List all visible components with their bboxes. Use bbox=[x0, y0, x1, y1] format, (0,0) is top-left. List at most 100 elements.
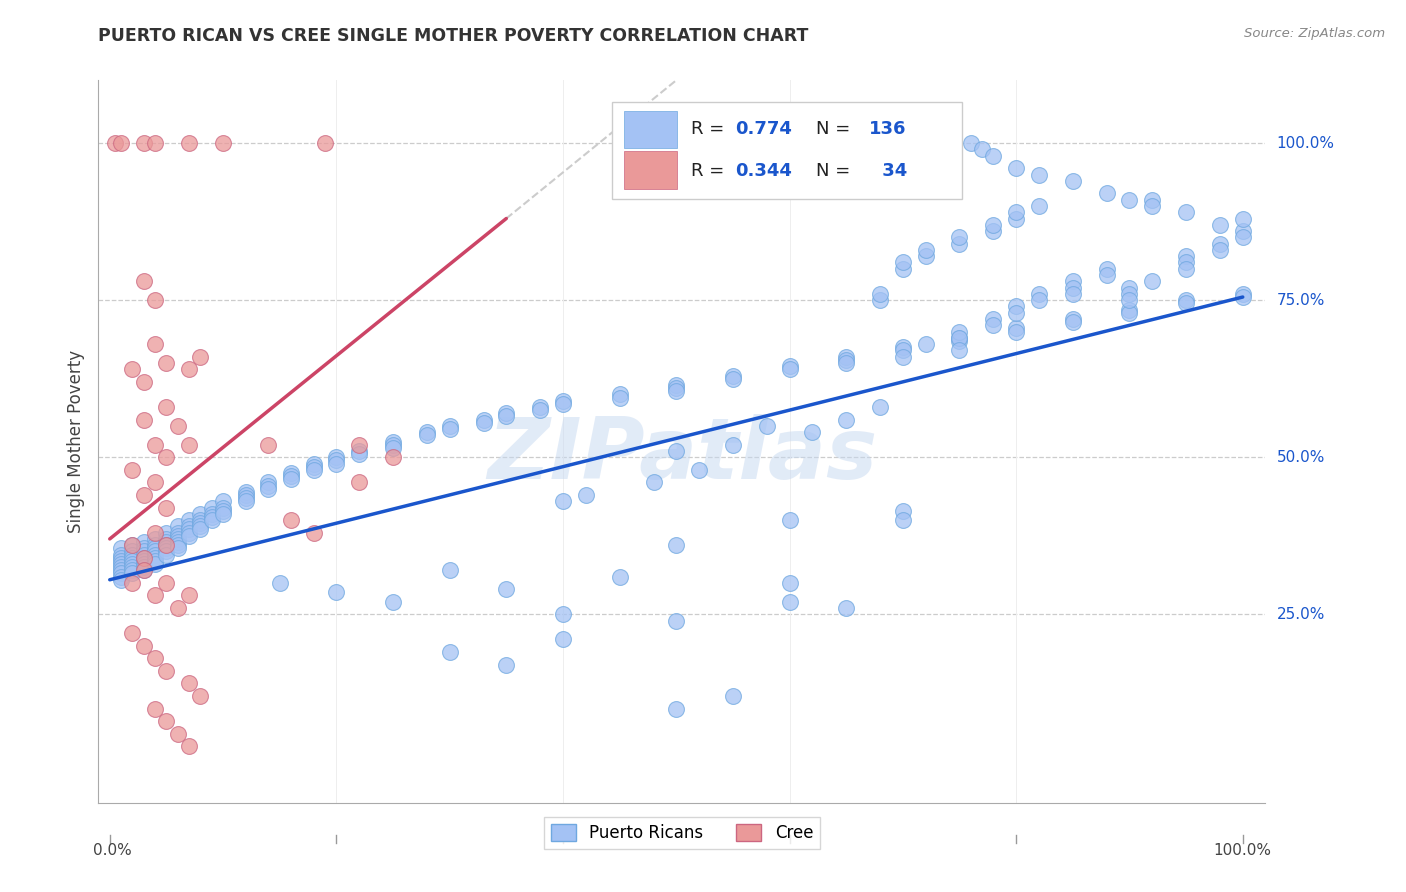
Point bbox=[121, 544, 143, 558]
Point bbox=[609, 387, 631, 401]
Point bbox=[166, 535, 188, 549]
Text: 100.0%: 100.0% bbox=[1277, 136, 1334, 151]
Point bbox=[665, 444, 688, 458]
Point bbox=[891, 255, 914, 269]
Point bbox=[1232, 224, 1254, 238]
Point bbox=[416, 428, 439, 442]
Point bbox=[869, 286, 891, 301]
Point bbox=[665, 538, 688, 552]
Point bbox=[643, 475, 665, 490]
Text: 100.0%: 100.0% bbox=[1213, 843, 1271, 857]
Point bbox=[1118, 280, 1140, 294]
Point bbox=[948, 331, 970, 345]
Point bbox=[280, 472, 302, 486]
Point bbox=[835, 350, 858, 364]
Text: 136: 136 bbox=[869, 120, 905, 138]
Point bbox=[257, 438, 280, 452]
Point bbox=[891, 503, 914, 517]
Point bbox=[121, 463, 143, 477]
Point bbox=[132, 550, 155, 565]
Text: ZIPatlas: ZIPatlas bbox=[486, 415, 877, 498]
Point bbox=[779, 595, 801, 609]
Point bbox=[1118, 306, 1140, 320]
Point bbox=[132, 550, 155, 565]
Point bbox=[801, 425, 824, 439]
Point bbox=[1175, 293, 1198, 308]
Point bbox=[177, 676, 200, 690]
Point bbox=[257, 482, 280, 496]
Text: N =: N = bbox=[815, 161, 856, 179]
Point bbox=[972, 142, 994, 156]
Point bbox=[1232, 290, 1254, 304]
Point bbox=[132, 563, 155, 577]
Point bbox=[1175, 296, 1198, 310]
Point bbox=[1140, 199, 1163, 213]
Point bbox=[132, 488, 155, 502]
Point bbox=[190, 513, 212, 527]
Point bbox=[155, 535, 177, 549]
Point bbox=[1062, 274, 1084, 288]
Point bbox=[143, 544, 166, 558]
Point bbox=[1175, 255, 1198, 269]
Point bbox=[1028, 286, 1050, 301]
Point bbox=[891, 350, 914, 364]
Point bbox=[983, 318, 1005, 333]
Point bbox=[382, 595, 405, 609]
Point bbox=[110, 569, 132, 583]
Point bbox=[891, 340, 914, 354]
Text: 50.0%: 50.0% bbox=[1277, 450, 1324, 465]
Point bbox=[132, 412, 155, 426]
Point bbox=[439, 422, 461, 436]
Point bbox=[1028, 199, 1050, 213]
Point bbox=[1005, 161, 1028, 176]
Point bbox=[665, 378, 688, 392]
Point bbox=[155, 538, 177, 552]
Point bbox=[132, 541, 155, 556]
Point bbox=[177, 739, 200, 754]
Point bbox=[104, 136, 127, 150]
Y-axis label: Single Mother Poverty: Single Mother Poverty bbox=[66, 350, 84, 533]
Point bbox=[382, 450, 405, 465]
Point bbox=[347, 438, 370, 452]
Text: 0.344: 0.344 bbox=[735, 161, 793, 179]
Point bbox=[280, 469, 302, 483]
Point bbox=[155, 544, 177, 558]
Point bbox=[177, 362, 200, 376]
Point bbox=[121, 550, 143, 565]
Point bbox=[891, 261, 914, 276]
Point bbox=[121, 554, 143, 568]
Point bbox=[1005, 325, 1028, 339]
Point bbox=[190, 507, 212, 521]
Text: 75.0%: 75.0% bbox=[1277, 293, 1324, 308]
Point bbox=[495, 582, 517, 597]
Point bbox=[190, 689, 212, 703]
Point bbox=[177, 438, 200, 452]
Point bbox=[269, 575, 291, 590]
Point bbox=[166, 727, 188, 741]
Point bbox=[1028, 293, 1050, 308]
Point bbox=[1175, 249, 1198, 263]
Point bbox=[212, 507, 235, 521]
Point bbox=[779, 359, 801, 373]
Point bbox=[110, 563, 132, 577]
Point bbox=[721, 438, 744, 452]
Point bbox=[110, 541, 132, 556]
Point bbox=[280, 513, 302, 527]
Point bbox=[155, 664, 177, 678]
Point bbox=[177, 136, 200, 150]
Text: R =: R = bbox=[692, 161, 730, 179]
Point bbox=[121, 575, 143, 590]
Point bbox=[177, 525, 200, 540]
Point bbox=[721, 368, 744, 383]
Point bbox=[280, 466, 302, 480]
Point bbox=[891, 513, 914, 527]
Point bbox=[835, 601, 858, 615]
Point bbox=[688, 463, 710, 477]
Point bbox=[325, 457, 347, 471]
Point bbox=[143, 293, 166, 308]
Point bbox=[143, 532, 166, 546]
Point bbox=[835, 352, 858, 367]
Point bbox=[143, 651, 166, 665]
Point bbox=[143, 550, 166, 565]
Point bbox=[869, 293, 891, 308]
